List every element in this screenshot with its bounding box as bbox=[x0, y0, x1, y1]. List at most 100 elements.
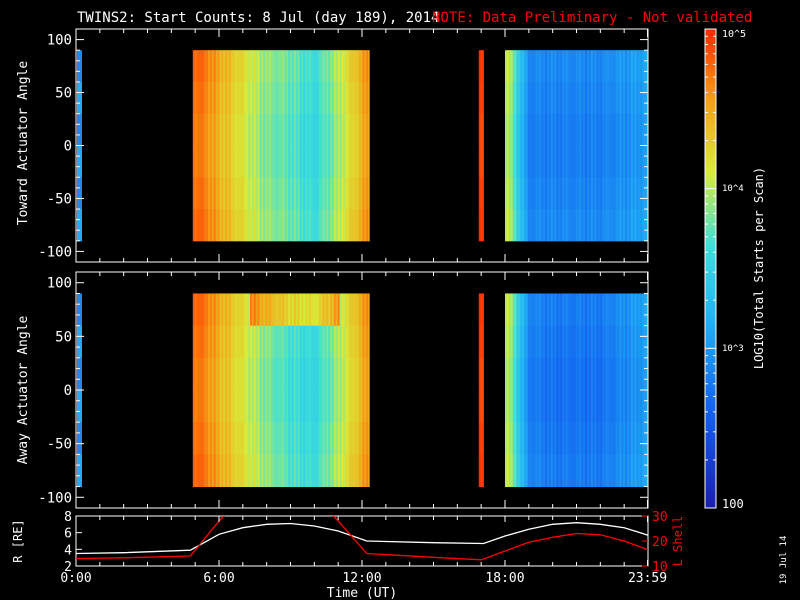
heatmap-cell bbox=[510, 81, 514, 115]
heatmap-cell bbox=[360, 209, 363, 242]
heatmap-cell bbox=[571, 81, 575, 115]
heatmap-cell bbox=[238, 50, 241, 83]
heatmap-cell bbox=[192, 209, 196, 242]
heatmap-cell bbox=[579, 293, 582, 327]
heatmap-cell bbox=[307, 113, 310, 146]
heatmap-cell bbox=[215, 293, 219, 327]
heatmap-cell bbox=[345, 50, 348, 83]
heatmap-cell bbox=[571, 113, 575, 146]
heatmap-cell bbox=[77, 177, 82, 210]
heatmap-cell bbox=[284, 422, 287, 455]
heatmap-cell bbox=[331, 325, 335, 359]
heatmap-cell bbox=[518, 145, 521, 178]
heatmap-cell bbox=[522, 390, 525, 423]
heatmap-cell bbox=[288, 390, 291, 423]
heatmap-cell bbox=[291, 293, 295, 327]
heatmap-cell bbox=[644, 454, 647, 488]
heatmap-cell bbox=[192, 81, 196, 115]
heatmap-cell bbox=[328, 422, 331, 455]
heatmap-cell bbox=[282, 293, 285, 327]
heatmap-cell bbox=[305, 113, 308, 146]
heatmap-cell bbox=[301, 422, 304, 455]
heatmap-cell bbox=[249, 357, 253, 391]
heatmap-cell bbox=[619, 50, 622, 83]
heatmap-cell bbox=[229, 209, 232, 242]
heatmap-cell bbox=[249, 422, 253, 455]
heatmap-cell bbox=[577, 357, 580, 391]
heatmap-cell bbox=[586, 145, 590, 178]
heatmap-cell bbox=[621, 325, 624, 359]
heatmap-cell bbox=[567, 325, 571, 359]
heatmap-cell bbox=[602, 81, 605, 115]
heatmap-cell bbox=[529, 209, 533, 242]
heatmap-cell bbox=[309, 390, 312, 423]
heatmap-cell bbox=[627, 390, 630, 423]
heatmap-cell bbox=[293, 177, 297, 210]
heatmap-cell bbox=[566, 422, 569, 455]
heatmap-cell bbox=[640, 50, 643, 83]
heatmap-cell bbox=[640, 145, 643, 178]
heatmap-cell bbox=[236, 113, 240, 146]
heatmap-cell bbox=[634, 357, 638, 391]
heatmap-cell bbox=[270, 454, 274, 488]
heatmap-cell bbox=[330, 454, 333, 488]
heatmap-cell bbox=[585, 357, 588, 391]
heatmap-cell bbox=[646, 177, 649, 210]
heatmap-cell bbox=[522, 50, 525, 83]
heatmap-cell bbox=[320, 390, 323, 423]
heatmap-cell bbox=[265, 177, 268, 210]
heatmap-cell bbox=[316, 209, 320, 242]
heatmap-cell bbox=[550, 177, 554, 210]
heatmap-cell bbox=[619, 454, 622, 488]
heatmap-cell bbox=[295, 325, 299, 359]
heatmap-cell bbox=[286, 390, 289, 423]
heatmap-cell bbox=[272, 357, 276, 391]
heatmap-cell bbox=[339, 145, 343, 178]
heatmap-cell bbox=[265, 50, 268, 83]
heatmap-cell bbox=[520, 293, 523, 327]
heatmap-cell bbox=[533, 357, 537, 391]
heatmap-cell bbox=[288, 422, 291, 455]
heatmap-cell bbox=[351, 145, 354, 178]
heatmap-cell bbox=[512, 209, 516, 242]
heatmap-cell bbox=[219, 50, 222, 83]
heatmap-cell bbox=[217, 50, 220, 83]
heatmap-cell bbox=[552, 113, 556, 146]
heatmap-cell bbox=[194, 113, 198, 146]
heatmap-cell bbox=[339, 113, 343, 146]
heatmap-cell bbox=[194, 293, 198, 327]
heatmap-cell bbox=[615, 50, 618, 83]
heatmap-cell bbox=[316, 422, 320, 455]
heatmap-cell bbox=[196, 177, 200, 210]
heatmap-cell bbox=[611, 325, 615, 359]
heatmap-cell bbox=[349, 177, 352, 210]
heatmap-cell bbox=[232, 422, 236, 455]
heatmap-cell bbox=[569, 325, 573, 359]
heatmap-cell bbox=[303, 325, 306, 359]
heatmap-cell bbox=[284, 357, 287, 391]
heatmap-cell bbox=[512, 390, 516, 423]
heatmap-cell bbox=[202, 293, 205, 327]
heatmap-cell bbox=[518, 177, 521, 210]
heatmap-cell bbox=[322, 325, 325, 359]
heatmap-cell bbox=[310, 113, 314, 146]
heatmap-cell bbox=[506, 145, 510, 178]
heatmap-cell bbox=[213, 145, 217, 178]
heatmap-cell bbox=[505, 357, 508, 391]
heatmap-cell bbox=[215, 113, 219, 146]
heatmap-cell bbox=[611, 293, 615, 327]
heatmap-cell bbox=[286, 50, 289, 83]
heatmap-cell bbox=[307, 145, 310, 178]
heatmap-cell bbox=[284, 390, 287, 423]
heatmap-cell bbox=[583, 454, 586, 488]
plot-title: TWINS2: Start Counts: 8 Jul (day 189), 2… bbox=[77, 10, 439, 26]
heatmap-cell bbox=[217, 177, 220, 210]
heatmap-cell bbox=[192, 357, 196, 391]
heatmap-cell bbox=[249, 81, 253, 115]
heatmap-cell bbox=[586, 357, 590, 391]
heatmap-cell bbox=[251, 145, 255, 178]
heatmap-cell bbox=[642, 209, 645, 242]
heatmap-cell bbox=[337, 81, 341, 115]
heatmap-cell bbox=[215, 81, 219, 115]
